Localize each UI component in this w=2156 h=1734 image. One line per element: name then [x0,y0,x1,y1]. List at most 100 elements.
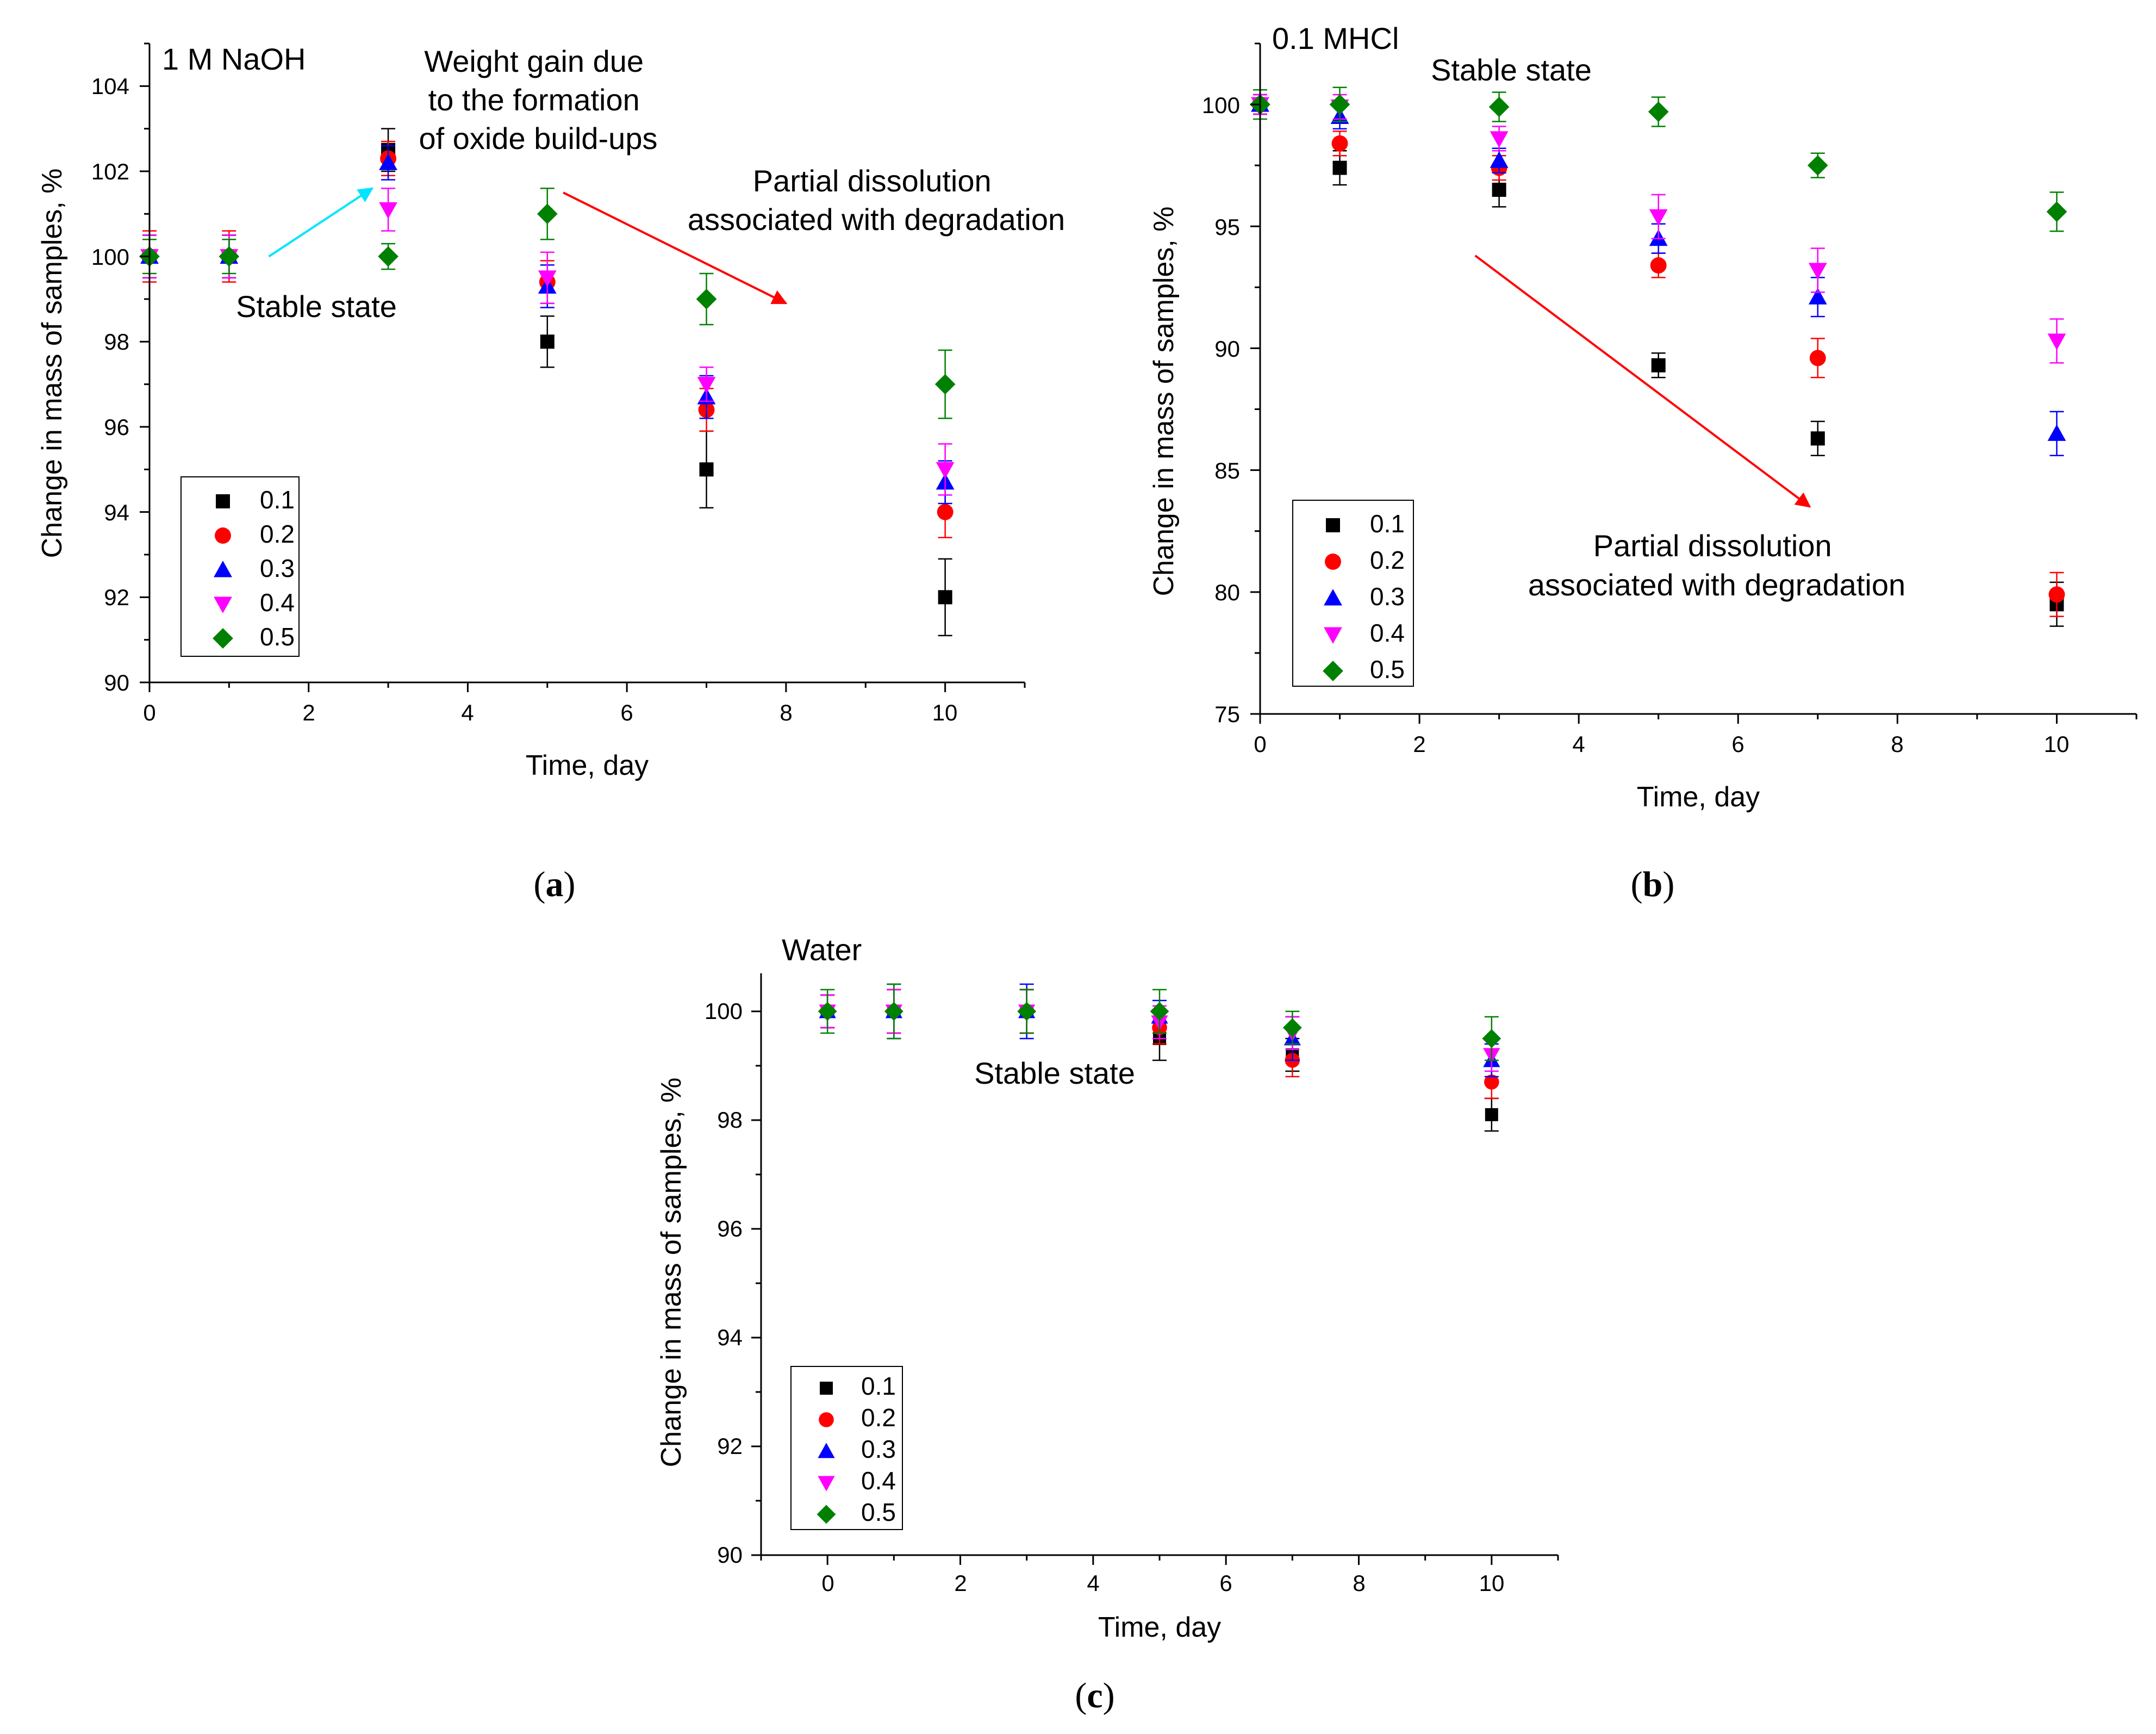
y-ticks-b [1250,42,1260,715]
legend-marker-0.1 [1326,518,1340,532]
y-tick-label: 98 [717,1107,743,1133]
y-tick-label: 100 [91,244,129,270]
x-tick-label: 2 [1413,731,1425,757]
legend-label: 0.1 [861,1372,896,1400]
annotation-stable-state-c: Stable state [974,1056,1135,1090]
legend-label: 0.4 [260,588,295,617]
data-point [1332,160,1347,175]
x-tick-label: 0 [1254,731,1266,757]
data-point [379,202,397,219]
legend-label: 0.2 [861,1403,896,1432]
legend-marker-0.2 [215,527,231,544]
annotation-stable-state-b: Stable state [1431,53,1592,87]
axes-a: 0 2 4 6 8 10 90 92 94 96 98 100 102 104 [91,42,1026,725]
x-tick-label: 4 [461,700,473,725]
chart-panel-b: 0 2 4 6 8 10 75 80 85 90 95 100 Time, da… [1148,21,2138,904]
y-ticks-a [140,42,149,683]
data-point [1282,1018,1302,1037]
cyan-arrow [268,187,374,258]
data-point [378,246,398,267]
data-point [1331,135,1348,152]
annotation-partial-dissolution-b: Partial dissolution associated with degr… [1528,529,1905,602]
data-point [1649,209,1668,226]
x-axis-label-b: Time, day [1637,781,1760,813]
annotation-stable-state-a: Stable state [236,289,397,324]
x-tick-label: 10 [2044,731,2070,757]
data-point [1648,101,1669,122]
x-tick-label: 8 [1353,1570,1365,1596]
series-0.4 [1251,94,2066,364]
series-0.5 [1250,86,2067,232]
data-point [1329,94,1350,115]
legend-label: 0.2 [260,520,295,548]
x-tick-label: 2 [302,700,315,725]
x-tick-label: 4 [1572,731,1585,757]
data-point [699,462,714,477]
data-point [1488,96,1510,117]
red-arrow [563,191,788,304]
data-point [937,504,954,520]
x-tick-label: 8 [780,700,792,725]
y-tick-label: 92 [717,1433,743,1459]
x-tick-label: 6 [620,700,633,725]
data-point [2047,424,2066,441]
legend-marker-0.3 [1324,589,1342,606]
legend-marker-0.5 [213,628,233,649]
annotation-weight-gain: Weight gain due to the formation of oxid… [419,44,658,156]
data-point [1490,131,1509,148]
y-tick-label: 94 [717,1325,743,1350]
legend-label: 0.1 [260,486,295,514]
legend-label: 0.3 [1370,582,1405,611]
x-tick-label: 8 [1891,731,1903,757]
chart-panel-a: 0 2 4 6 8 10 90 92 94 96 98 100 102 104 … [36,42,1065,904]
x-tick-label: 0 [143,700,155,725]
y-tick-label: 85 [1214,458,1240,483]
axes-c: 0 2 4 6 8 10 90 92 94 96 98 100 [705,973,1559,1596]
data-point [538,270,557,287]
y-axis-label-a: Change in mass of samples, % [36,169,68,558]
y-tick-label: 80 [1214,580,1240,605]
y-tick-label: 94 [104,500,129,525]
data-point [219,246,240,267]
x-ticks-c [760,1555,1559,1565]
y-tick-label: 98 [104,329,129,355]
y-axis-label-c: Change in mass of samples, % [656,1078,687,1468]
y-tick-label: 95 [1214,214,1240,240]
y-tick-label: 96 [104,414,129,440]
legend-label: 0.4 [1370,619,1405,647]
arrows-a [268,187,788,304]
data-point [818,1002,837,1021]
panel-label-a: (a) [534,865,576,904]
x-tick-label: 4 [1087,1570,1099,1596]
legend-marker-0.4 [1324,627,1342,644]
x-ticks-b [1259,714,2138,724]
data-point [934,374,956,395]
legend-label: 0.4 [861,1466,896,1495]
data-point [697,377,716,394]
chart-title-b: 0.1 MHCl [1272,21,1399,55]
chart-title-c: Water [782,933,862,967]
data-point [1492,183,1506,197]
data-point [2047,333,2066,350]
y-ticks-c [751,1010,761,1556]
data-point [936,462,955,479]
arrows-b [1474,254,1811,508]
legend-label: 0.3 [861,1435,896,1463]
x-axis-label-c: Time, day [1098,1612,1221,1643]
data-point [1808,263,1827,279]
series-layer-b [1250,86,2067,627]
legend-c: 0.1 0.2 0.3 0.4 0.5 [790,1366,903,1530]
data-point [2046,201,2067,222]
data-point [537,203,558,225]
y-tick-label: 92 [104,585,129,610]
y-tick-label: 100 [1202,92,1240,118]
x-tick-label: 6 [1731,731,1744,757]
y-tick-label: 90 [104,670,129,695]
y-tick-label: 90 [717,1542,743,1568]
y-tick-label: 100 [705,998,743,1024]
data-point [1017,1002,1037,1021]
annotation-partial-dissolution-a: Partial dissolution associated with degr… [688,164,1065,237]
legend-marker-0.2 [819,1412,834,1427]
legend-marker-0.3 [818,1443,835,1458]
